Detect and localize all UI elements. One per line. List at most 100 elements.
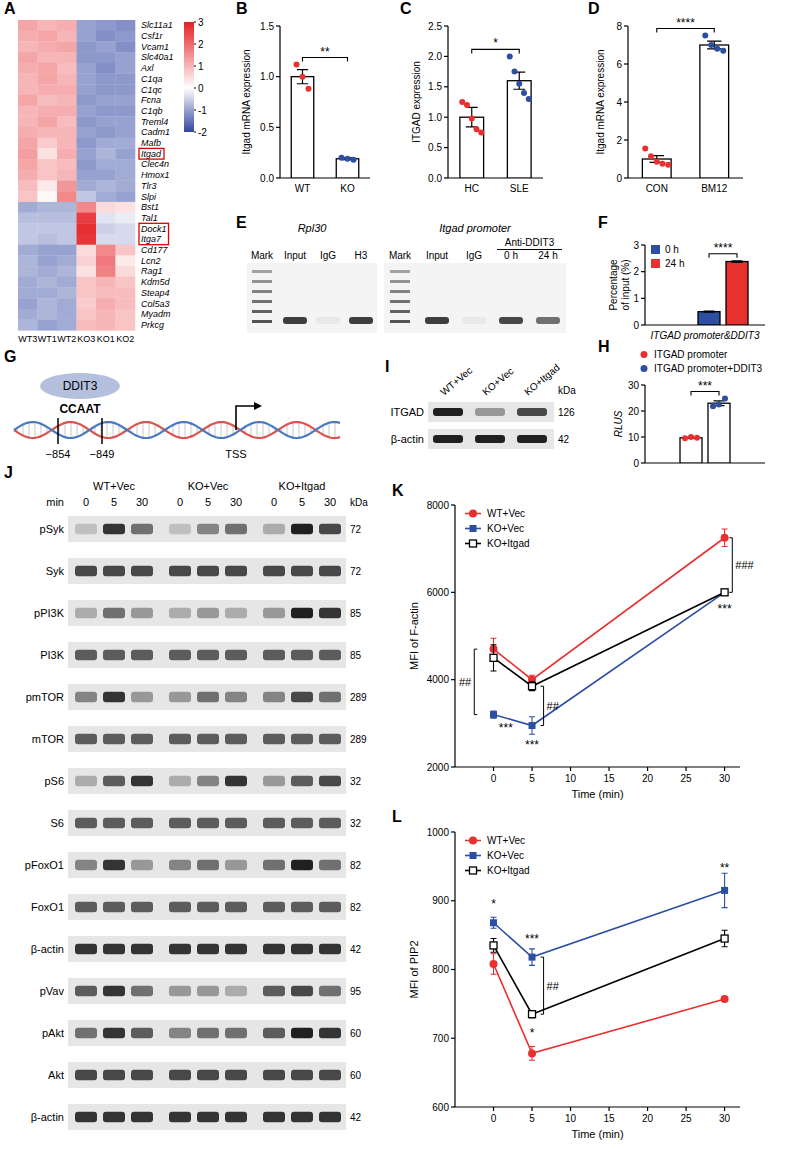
heat-cell (18, 298, 38, 309)
legend-label: WT+Vec (487, 508, 525, 519)
blot-strip (68, 642, 346, 668)
y-tick-label: 2 (616, 135, 622, 146)
blot-band (291, 650, 313, 660)
y-tick-label: 0 (633, 320, 639, 331)
bar-panel: 02468Itgad mRNA expressionCONBM12**** (595, 16, 743, 195)
heat-cell (38, 170, 58, 181)
heat-cell (38, 52, 58, 63)
heat-cell (38, 181, 58, 192)
series-line (494, 592, 725, 686)
annotation: ## (547, 980, 560, 992)
blot-band (197, 692, 219, 702)
helix-rung (77, 423, 78, 437)
lane-label: Input (426, 250, 448, 261)
error-bar (722, 529, 728, 546)
heat-cell (116, 138, 136, 149)
blot-band (75, 944, 97, 954)
blot-band (169, 1070, 191, 1080)
blot-strip (68, 684, 346, 710)
gel-band (425, 317, 449, 324)
blot-band (75, 1112, 97, 1122)
kda-label: 32 (350, 776, 362, 787)
blot-band (291, 734, 313, 744)
heat-cell (38, 309, 58, 320)
helix-rung (263, 422, 264, 437)
lane-label: Mark (389, 250, 412, 261)
x-tick (608, 767, 609, 771)
x-tick-label: CON (646, 183, 668, 194)
kda-label: 42 (350, 1112, 362, 1123)
blot-band (291, 1112, 313, 1122)
x-tick-label: 0 (491, 1113, 497, 1124)
blot-band (131, 608, 153, 618)
blot-band (169, 860, 191, 870)
ladder-band (252, 270, 272, 273)
heat-cell (38, 245, 58, 256)
x-tick-label: 30 (719, 773, 731, 784)
ladder-band (252, 290, 272, 293)
blot-strip (68, 516, 346, 542)
heat-cell (116, 277, 136, 288)
helix-rung (143, 422, 144, 438)
data-layer (490, 873, 729, 1060)
helix-rung (35, 422, 36, 438)
y-tick (451, 679, 455, 680)
helix-rung (191, 423, 192, 436)
blot-band (75, 902, 97, 912)
row-label: PI3K (40, 649, 65, 661)
data-layer (698, 261, 748, 325)
blot-band (103, 734, 125, 744)
heat-cell (57, 320, 77, 331)
heat-cell (57, 191, 77, 202)
data-point (490, 919, 497, 926)
blot-band (319, 902, 341, 912)
y-tick (444, 117, 448, 118)
heat-cell (116, 213, 136, 224)
heat-cell (38, 288, 58, 299)
blot-band (75, 776, 97, 786)
heat-cell (77, 255, 97, 266)
time-label: 30 (136, 496, 148, 508)
data-point (682, 435, 688, 441)
data-point (529, 1011, 536, 1018)
kda-label: 126 (558, 407, 575, 418)
x-tick-label: 30 (719, 1113, 731, 1124)
x-tick (493, 1107, 494, 1111)
blot-band (75, 734, 97, 744)
error-bar (722, 930, 728, 947)
x-axis-title: ITGAD promoter&DDIT3 (651, 330, 760, 341)
y-tick-label: 0 (633, 458, 639, 469)
heat-cell (77, 288, 97, 299)
error-bar (491, 917, 497, 928)
row-label: Mafb (141, 138, 161, 148)
gel-band (283, 317, 307, 324)
heat-cell (116, 170, 136, 181)
heat-cell (57, 213, 77, 224)
data-point (721, 589, 728, 596)
blot-band (103, 818, 125, 828)
row-label: C1qa (141, 74, 163, 84)
blot-band (103, 944, 125, 954)
colorbar-tick (194, 66, 196, 67)
data-point (654, 159, 660, 165)
position-tick (57, 418, 59, 444)
heat-cell (96, 234, 116, 245)
y-tick-label: 2000 (427, 762, 450, 773)
heat-cell (96, 170, 116, 181)
heat-cell (116, 266, 136, 277)
heat-cell (116, 63, 136, 74)
y-tick (641, 298, 645, 299)
blot-band (75, 1070, 97, 1080)
bar (726, 262, 748, 325)
x-tick-label: 10 (565, 1113, 577, 1124)
annotation: *** (525, 738, 539, 752)
y-tick-label: 8 (616, 21, 622, 32)
data-point (642, 146, 648, 152)
position-label: −849 (90, 448, 115, 460)
heat-cell (38, 63, 58, 74)
heat-cell (116, 309, 136, 320)
blot-band (291, 860, 313, 870)
blot-strip (68, 1104, 346, 1130)
legend-marker (470, 525, 477, 532)
row-label: Tlr3 (141, 181, 157, 191)
